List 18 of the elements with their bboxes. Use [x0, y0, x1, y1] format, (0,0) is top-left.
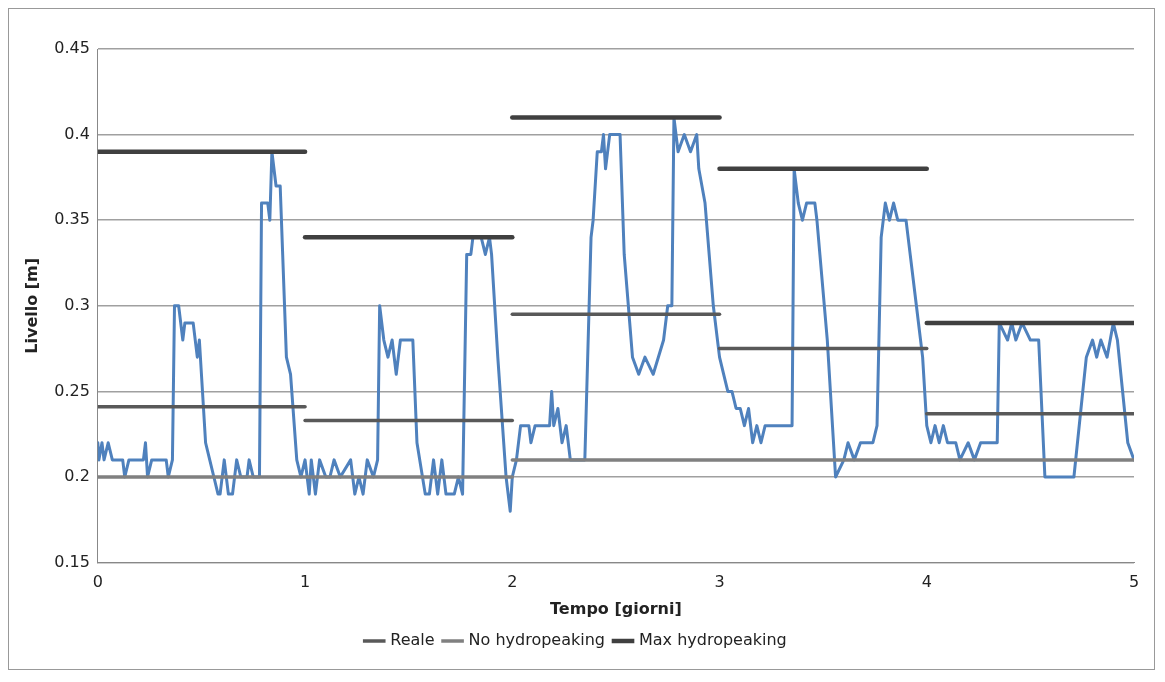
- y-tick-label: 0.15: [54, 551, 90, 571]
- legend-label: Max hydropeaking: [639, 630, 787, 650]
- y-tick-label: 0.45: [54, 38, 90, 58]
- y-tick-label: 0.2: [64, 466, 90, 486]
- x-tick-label: 2: [507, 572, 518, 592]
- legend-label: Reale: [390, 630, 435, 650]
- y-tick-label: 0.25: [54, 380, 90, 400]
- x-tick-label: 5: [1128, 572, 1140, 592]
- x-tick-label: 4: [921, 572, 932, 592]
- legend-label: No hydropeaking: [468, 630, 606, 650]
- x-tick-label: 1: [299, 572, 311, 592]
- y-tick-label: 0.3: [64, 294, 90, 314]
- y-tick-label: 0.35: [54, 209, 90, 229]
- x-tick-label: 3: [714, 572, 725, 592]
- x-axis-title: Tempo [giorni]: [550, 598, 682, 618]
- y-tick-label: 0.4: [64, 123, 90, 143]
- x-tick-label: 0: [92, 572, 103, 592]
- y-axis-title: Livello [m]: [21, 257, 41, 354]
